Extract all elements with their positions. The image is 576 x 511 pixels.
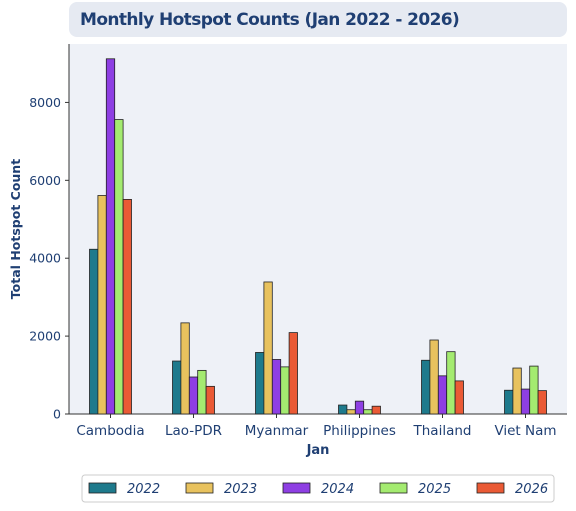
bar-cambodia-2024	[105, 58, 116, 415]
x-tick-label: Thailand	[413, 423, 472, 439]
legend-label-2025: 2025	[418, 482, 451, 497]
bar-thailand-2026	[454, 380, 464, 415]
bar-viet-nam-2023	[512, 367, 522, 415]
bar-philippines-2023	[346, 409, 356, 415]
bar-myanmar-2024	[271, 359, 282, 415]
legend-swatch-2024	[282, 482, 311, 494]
bar-cambodia-2025	[114, 119, 124, 415]
legend: 2022 2023 2024 2025 2026	[88, 482, 548, 497]
x-tick-label: Philippines	[323, 423, 396, 439]
bar-lao-pdr-2024	[188, 376, 199, 415]
legend-swatch-2023	[185, 482, 214, 494]
bar-myanmar-2023	[263, 281, 273, 415]
legend-box	[81, 474, 555, 503]
x-axis-ticks: Cambodia Lao-PDR Myanmar Philippines Thailan…	[76, 414, 557, 439]
legend-swatch-2026	[476, 482, 505, 494]
bar-cambodia-2023	[97, 195, 107, 415]
plot-area	[69, 44, 567, 414]
bar-philippines-2022	[338, 404, 348, 415]
bar-thailand-2024	[437, 375, 448, 415]
legend-label-2024: 2024	[321, 482, 354, 497]
bar-lao-pdr-2022	[172, 360, 182, 415]
bar-lao-pdr-2025	[197, 369, 207, 415]
bar-viet-nam-2024	[520, 388, 531, 415]
y-axis-ticks: 0 2000 4000 6000 8000	[29, 95, 69, 422]
bar-cambodia-2022	[89, 248, 99, 415]
bar-viet-nam-2026	[537, 390, 547, 415]
bar-philippines-2026	[371, 405, 381, 415]
legend-label-2026: 2026	[515, 482, 548, 497]
bar-thailand-2025	[446, 351, 456, 415]
legend-label-2023: 2023	[224, 482, 257, 497]
chart-title: Monthly Hotspot Counts (Jan 2022 - 2026)	[80, 9, 460, 30]
bar-myanmar-2026	[288, 332, 298, 415]
legend-swatch-2022	[88, 482, 117, 494]
bar-viet-nam-2022	[504, 389, 514, 415]
bar-thailand-2023	[429, 339, 439, 415]
y-tick-label: 2000	[29, 329, 61, 344]
bar-philippines-2024	[354, 400, 365, 415]
bars-group	[89, 58, 547, 415]
x-tick-label: Viet Nam	[494, 423, 556, 439]
bar-myanmar-2025	[280, 366, 290, 415]
bar-myanmar-2022	[255, 352, 265, 415]
bar-philippines-2025	[363, 409, 373, 415]
x-tick-label: Cambodia	[76, 423, 144, 439]
x-tick-label: Lao-PDR	[165, 423, 222, 439]
y-axis-label: Total Hotspot Count	[8, 159, 23, 299]
y-tick-label: 6000	[29, 173, 61, 188]
bar-thailand-2022	[421, 359, 431, 415]
x-tick-label: Myanmar	[245, 423, 309, 439]
bar-cambodia-2026	[122, 198, 132, 415]
y-tick-label: 4000	[29, 251, 61, 266]
legend-swatch-2025	[379, 482, 408, 494]
y-tick-label: 0	[53, 407, 61, 422]
bar-lao-pdr-2023	[180, 322, 190, 415]
bar-lao-pdr-2026	[205, 385, 215, 415]
legend-label-2022: 2022	[127, 482, 160, 497]
x-axis-label: Jan	[306, 443, 330, 458]
bar-viet-nam-2025	[529, 365, 539, 415]
y-tick-label: 8000	[29, 95, 61, 110]
chart-title-box: Monthly Hotspot Counts (Jan 2022 - 2026)	[69, 2, 567, 37]
